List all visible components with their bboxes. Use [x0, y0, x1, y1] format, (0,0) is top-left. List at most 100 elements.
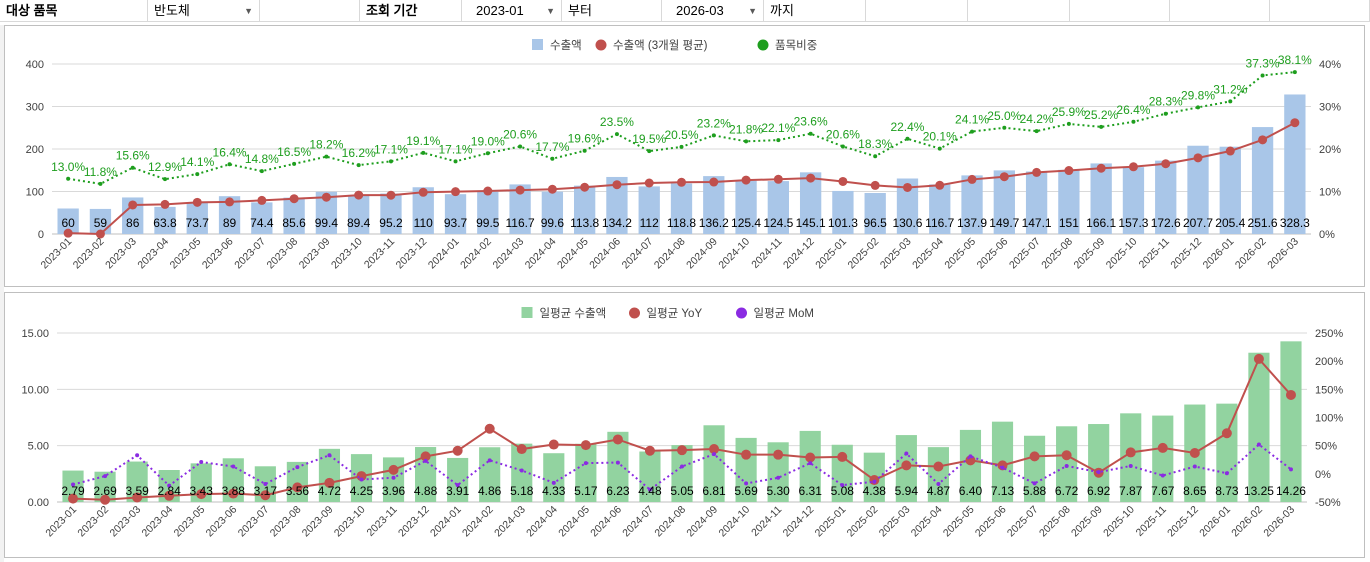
daily-average-chart[interactable]: 0.00 5.00 10.00 15.00 -50% 0% 50% 100% 150% 200% 2… [4, 292, 1365, 558]
y-tick-label: 5.00 [28, 441, 49, 453]
start-period-value: 2023-01 [476, 3, 524, 18]
line-point [547, 184, 557, 194]
end-period-select[interactable]: 2026-03 ▼ [662, 0, 764, 22]
x-tick-label: 2023-10 [332, 504, 368, 540]
export-amount-chart[interactable]: 0 100 200 300 400 0% 10% 20% 30% 40% 2023-01 2023-0… [4, 25, 1365, 287]
bar [477, 191, 499, 234]
bar-data-label: 5.08 [831, 484, 855, 498]
dotted-line-point [130, 165, 135, 170]
bar-data-label: 93.7 [444, 216, 468, 230]
x-tick-label: 2024-07 [620, 504, 656, 540]
percent-data-label: 22.4% [890, 120, 924, 134]
dotted-line-point [936, 481, 941, 486]
bar-data-label: 134.2 [602, 216, 632, 230]
bar [799, 172, 822, 234]
line-point [1161, 159, 1171, 169]
x-tick-label: 2024-04 [523, 236, 559, 272]
line-point [1258, 135, 1268, 145]
y2-tick-label: 0% [1315, 469, 1331, 481]
x-tick-label: 2024-09 [684, 504, 720, 540]
bar [122, 197, 144, 234]
dotted-line-point [1256, 442, 1261, 447]
percent-data-label: 13.0% [51, 160, 85, 174]
line-point [580, 182, 590, 192]
x-tick-label: 2024-11 [749, 504, 784, 539]
line-point [386, 190, 396, 200]
x-tick-label: 2025-09 [1069, 504, 1105, 540]
x-tick-label: 2024-09 [684, 236, 720, 272]
x-tick-label: 2024-08 [652, 236, 688, 272]
bar-data-label: 6.40 [959, 484, 983, 498]
x-tick-label: 2025-04 [910, 236, 946, 272]
y2-tick-label: -50% [1315, 497, 1341, 509]
dotted-line-point [295, 465, 300, 470]
bar-data-label: 4.48 [638, 484, 662, 498]
x-tick-label: 2024-05 [556, 504, 592, 540]
empty-cell [968, 0, 1070, 22]
dotted-line-point [356, 163, 361, 168]
bar-data-label: 207.7 [1183, 216, 1213, 230]
bar [444, 194, 467, 234]
dotted-line-point [391, 475, 396, 480]
chevron-down-icon[interactable]: ▼ [244, 6, 253, 16]
x-tick-label: 2023-08 [264, 236, 300, 272]
bar [1058, 169, 1080, 234]
dotted-line-point [1131, 119, 1136, 124]
bar-data-label: 3.59 [125, 484, 149, 498]
line-point [451, 187, 461, 197]
dotted-line-point [162, 177, 167, 182]
dotted-line-point [421, 150, 426, 155]
bar [315, 191, 338, 234]
percent-data-label: 25.2% [1084, 108, 1118, 122]
bar [574, 185, 596, 234]
item-select[interactable]: 반도체 ▼ [148, 0, 260, 22]
dotted-line-point [1163, 111, 1168, 116]
bar [251, 202, 273, 234]
bar [511, 443, 533, 502]
line-point [580, 440, 591, 451]
bar [671, 445, 693, 502]
line-point [548, 439, 559, 450]
bar-data-label: 5.17 [574, 484, 598, 498]
line-point [484, 423, 495, 434]
dotted-line-point [744, 139, 749, 144]
line-point [741, 175, 751, 185]
x-tick-label: 2025-01 [813, 236, 849, 272]
line-point [388, 464, 399, 475]
bar-data-label: 74.4 [250, 216, 274, 230]
start-period-select[interactable]: 2023-01 ▼ [462, 0, 562, 22]
y2-tick-label: 30% [1319, 102, 1341, 114]
percent-data-label: 24.2% [1020, 112, 1054, 126]
y2-tick-label: 250% [1315, 328, 1343, 340]
line-point [967, 174, 977, 184]
x-tick-label: 2024-12 [781, 236, 817, 272]
percent-data-label: 22.1% [761, 121, 795, 135]
line-point [100, 494, 111, 505]
line-point [838, 176, 848, 186]
dotted-line-point [550, 156, 555, 161]
line-point [644, 178, 654, 188]
bar [126, 461, 148, 502]
y2-tick-label: 150% [1315, 384, 1343, 396]
dotted-line-point [970, 129, 975, 134]
chevron-down-icon[interactable]: ▼ [546, 6, 555, 16]
x-tick-label: 2024-02 [458, 236, 494, 272]
y2-tick-label: 20% [1319, 144, 1341, 156]
chevron-down-icon[interactable]: ▼ [748, 6, 757, 16]
empty-cell [1270, 0, 1370, 22]
percent-data-label: 15.6% [116, 149, 150, 163]
line-point [805, 452, 816, 463]
percent-data-label: 37.3% [1246, 56, 1280, 70]
legend-marker [736, 307, 747, 319]
bar [1023, 435, 1046, 502]
dotted-line-point [227, 162, 232, 167]
bar-data-label: 151 [1059, 216, 1079, 230]
legend-swatch [532, 39, 543, 50]
bar-data-label: 99.5 [476, 216, 500, 230]
legend-label: 일평균 MoM [754, 306, 815, 320]
bar-data-label: 328.3 [1280, 216, 1310, 230]
x-tick-label: 2025-06 [973, 504, 1009, 540]
dotted-line-point [776, 475, 781, 480]
bar-data-label: 4.33 [542, 484, 566, 498]
bar [929, 184, 951, 234]
